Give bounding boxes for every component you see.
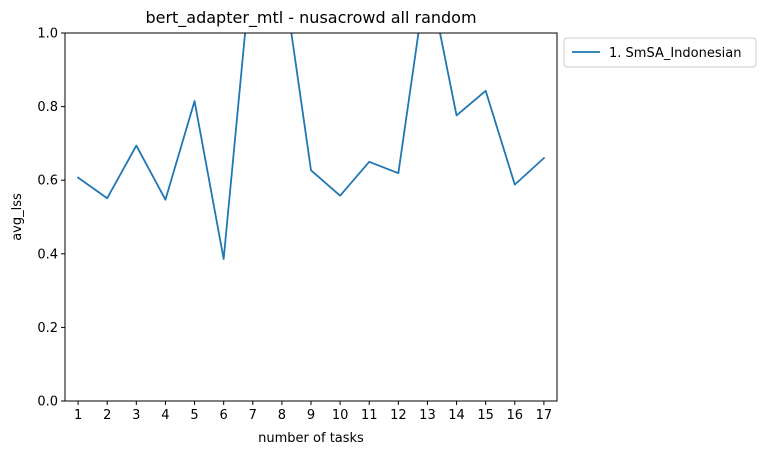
- x-tick-label: 13: [419, 408, 436, 423]
- y-axis-ticks: 0.0 0.2 0.4 0.6 0.8 1.0: [37, 27, 65, 410]
- x-tick-label: 1: [74, 408, 82, 423]
- x-tick-label: 17: [536, 408, 553, 423]
- y-tick-label: 1.0: [37, 27, 58, 42]
- legend-label: 1. SmSA_Indonesian: [609, 46, 741, 61]
- x-tick-label: 6: [220, 408, 228, 423]
- chart-title: bert_adapter_mtl - nusacrowd all random: [145, 8, 476, 28]
- series-line-1: [76, 33, 546, 260]
- x-tick-label: 2: [103, 408, 111, 423]
- x-tick-label: 14: [448, 408, 465, 423]
- y-axis-title: avg_lss: [10, 193, 25, 241]
- x-tick-label: 4: [161, 408, 169, 423]
- legend: 1. SmSA_Indonesian: [563, 37, 757, 68]
- x-tick-label: 16: [507, 408, 524, 423]
- x-tick-label: 5: [190, 408, 198, 423]
- y-tick-label: 0.4: [37, 247, 58, 262]
- y-tick-label: 0.8: [37, 100, 58, 115]
- x-axis-ticks: 1 2 3 4 5 6 7 8 9 10 11 12 13 14 15 16 17: [74, 401, 552, 423]
- x-tick-label: 7: [249, 408, 257, 423]
- x-tick-label: 11: [361, 408, 378, 423]
- x-tick-label: 10: [332, 408, 349, 423]
- x-tick-label: 15: [477, 408, 494, 423]
- x-tick-label: 3: [132, 408, 140, 423]
- plot-frame: [64, 32, 558, 402]
- x-tick-label: 9: [307, 408, 315, 423]
- x-tick-label: 8: [278, 408, 286, 423]
- legend-frame: [563, 37, 757, 68]
- y-tick-label: 0.2: [37, 321, 58, 336]
- x-tick-label: 12: [390, 408, 407, 423]
- y-tick-label: 0.0: [37, 395, 58, 410]
- series-layer: [76, 33, 546, 260]
- y-tick-label: 0.6: [37, 174, 58, 189]
- x-axis-title: number of tasks: [258, 431, 364, 446]
